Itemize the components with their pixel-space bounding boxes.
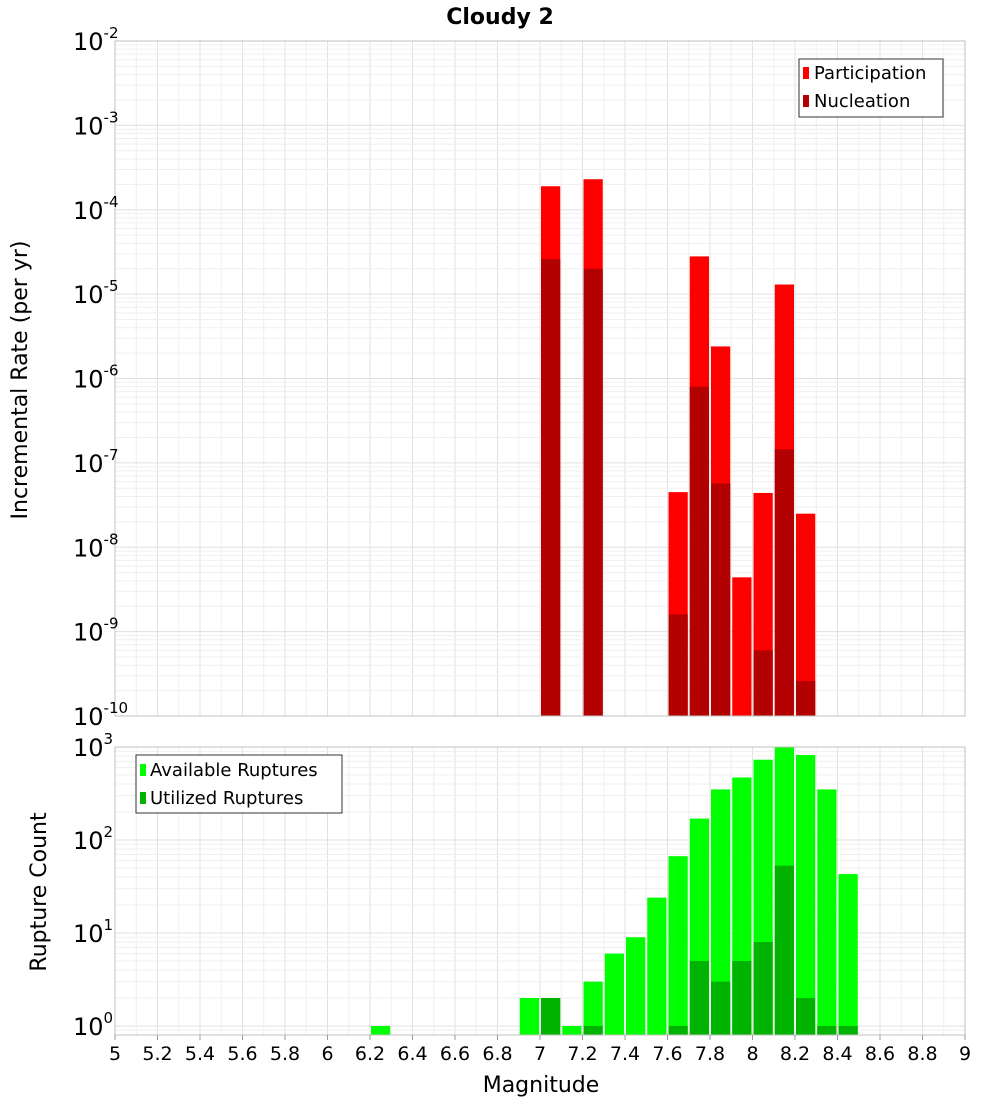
bar-nucleation-0 (541, 259, 561, 716)
bar-utilized-ruptures-0 (541, 997, 561, 1035)
bar-nucleation-7 (774, 449, 794, 716)
y-tick-label-0-4: 10-6 (73, 362, 119, 394)
bar-available-ruptures-16 (838, 874, 858, 1035)
bar-available-ruptures-7 (647, 897, 667, 1035)
bar-utilized-ruptures-8 (796, 997, 816, 1035)
bottom-legend-box (135, 754, 343, 814)
plot-frame-0 (114, 40, 966, 717)
x-tick-label-1: 5.2 (142, 1043, 172, 1065)
bar-nucleation-1 (583, 268, 603, 716)
bar-available-ruptures-10 (711, 789, 731, 1035)
x-tick-label-3: 5.6 (227, 1043, 257, 1065)
legend-swatch-nucleation (803, 95, 809, 107)
x-tick-label-17: 8.4 (822, 1043, 852, 1065)
bar-utilized-ruptures-2 (668, 1025, 688, 1035)
y-tick-label-0-5: 10-7 (73, 446, 119, 478)
bar-available-ruptures-14 (796, 755, 816, 1035)
x-tick-label-7: 6.4 (397, 1043, 427, 1065)
bottom-legend: Available Ruptures Utilized Ruptures (135, 754, 343, 814)
x-tick-label-2: 5.4 (185, 1043, 215, 1065)
x-tick-label-8: 6.6 (440, 1043, 470, 1065)
x-tick-label-9: 6.8 (482, 1043, 512, 1065)
bar-available-ruptures-1 (519, 997, 539, 1035)
bar-utilized-ruptures-7 (774, 865, 794, 1035)
bar-nucleation-2 (668, 614, 688, 716)
y-tick-label-0-2: 10-4 (73, 193, 119, 225)
legend-swatch-available (140, 764, 146, 776)
x-tick-label-5: 6 (321, 1043, 333, 1065)
x-tick-label-11: 7.2 (567, 1043, 597, 1065)
x-tick-label-0: 5 (109, 1043, 121, 1065)
x-tick-label-15: 8 (746, 1043, 758, 1065)
legend-swatch-utilized (140, 792, 146, 804)
bar-utilized-ruptures-10 (838, 1025, 858, 1035)
y-tick-label-1-0: 103 (73, 730, 113, 762)
y-tick-label-1-2: 101 (73, 916, 113, 948)
x-tick-label-20: 9 (959, 1043, 971, 1065)
x-tick-label-16: 8.2 (780, 1043, 810, 1065)
bar-nucleation-6 (753, 650, 773, 716)
bar-utilized-ruptures-6 (753, 942, 773, 1035)
y-tick-label-0-0: 10-2 (73, 24, 119, 56)
chart-title: Cloudy 2 (446, 5, 554, 30)
bar-utilized-ruptures-3 (689, 960, 709, 1035)
bar-utilized-ruptures-1 (583, 1025, 603, 1035)
x-tick-label-18: 8.6 (865, 1043, 895, 1065)
y-tick-label-0-3: 10-5 (73, 277, 119, 309)
x-tick-label-19: 8.8 (907, 1043, 937, 1065)
bar-available-ruptures-4 (583, 981, 603, 1035)
legend-label-available: Available Ruptures (150, 760, 318, 781)
bar-available-ruptures-15 (817, 789, 837, 1035)
legend-label-participation: Participation (814, 63, 926, 84)
top-y-axis-label: Incremental Rate (per yr) (8, 241, 33, 520)
bar-available-ruptures-6 (626, 937, 646, 1035)
y-tick-label-0-8: 10-10 (73, 699, 128, 731)
x-tick-label-4: 5.8 (270, 1043, 300, 1065)
x-tick-label-14: 7.8 (695, 1043, 725, 1065)
x-tick-label-6: 6.2 (355, 1043, 385, 1065)
bar-available-ruptures-3 (562, 1025, 582, 1035)
bar-participation-8 (796, 513, 816, 716)
y-tick-label-0-6: 10-8 (73, 530, 119, 562)
bar-available-ruptures-8 (668, 856, 688, 1035)
bar-nucleation-3 (689, 386, 709, 716)
bar-nucleation-4 (711, 483, 731, 716)
y-tick-label-0-7: 10-9 (73, 615, 119, 647)
bar-available-ruptures-5 (604, 953, 624, 1035)
bar-utilized-ruptures-9 (817, 1025, 837, 1035)
x-tick-label-13: 7.6 (652, 1043, 682, 1065)
bar-nucleation-8 (796, 680, 816, 716)
legend-label-utilized: Utilized Ruptures (150, 788, 303, 809)
y-tick-label-1-3: 100 (73, 1009, 113, 1041)
top-legend-box (798, 58, 944, 118)
x-axis-label: Magnitude (483, 1073, 600, 1098)
legend-swatch-participation (803, 67, 809, 79)
bar-available-ruptures-0 (371, 1025, 391, 1035)
x-tick-label-10: 7 (534, 1043, 546, 1065)
top-plot: 10-2 10-3 10-4 10-5 10-6 10-7 10-8 10-9 10-10 (73, 24, 966, 731)
x-tick-label-12: 7.4 (610, 1043, 640, 1065)
bottom-y-axis-label: Rupture Count (27, 812, 52, 972)
bar-utilized-ruptures-5 (732, 960, 752, 1035)
bar-participation-5 (732, 577, 752, 716)
y-tick-label-1-1: 102 (73, 823, 113, 855)
bar-utilized-ruptures-4 (711, 981, 731, 1035)
y-tick-label-0-1: 10-3 (73, 108, 119, 140)
top-legend: Participation Nucleation (798, 58, 944, 118)
legend-label-nucleation: Nucleation (814, 91, 910, 112)
